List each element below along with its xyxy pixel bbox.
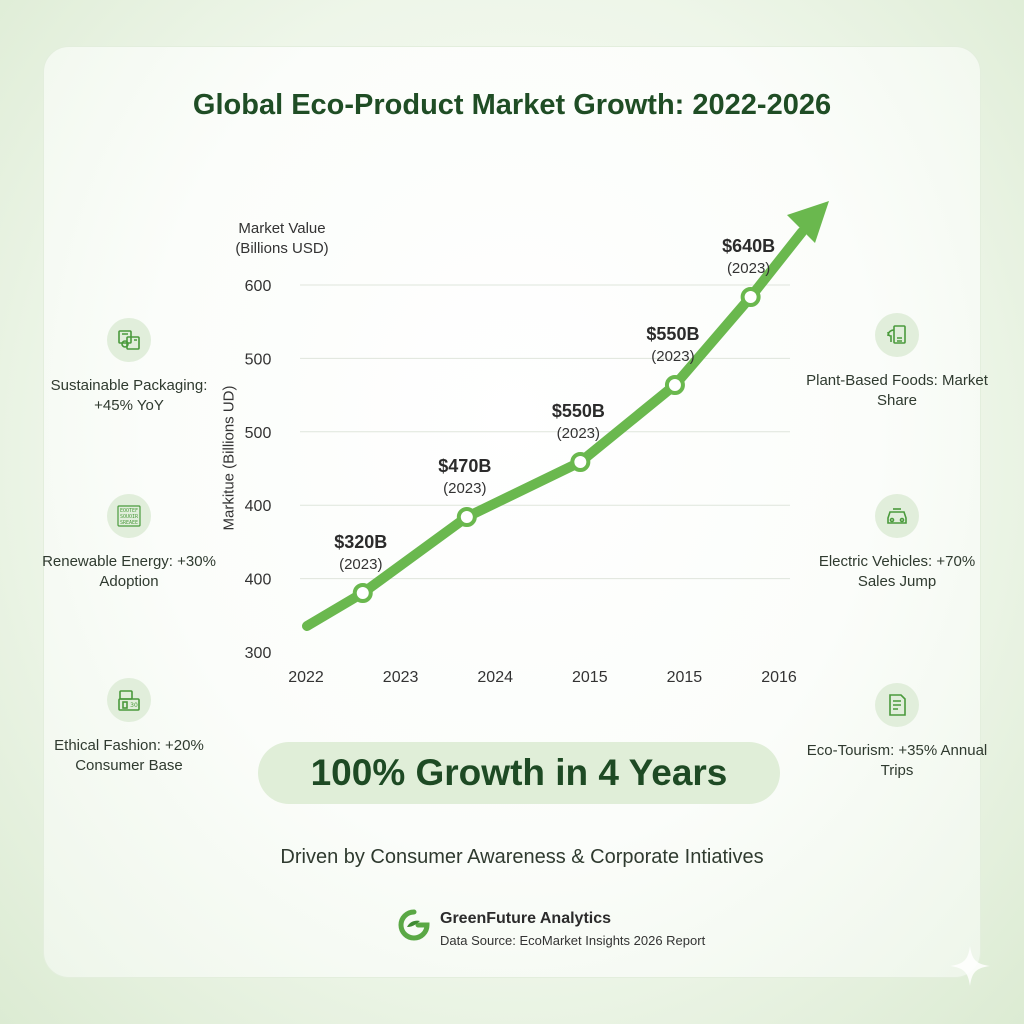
energy-icon-text-2: SOUOIR <box>120 514 139 520</box>
side-item-tourism: Eco-Tourism: +35% Annual Trips <box>802 683 992 781</box>
trend-arrowhead <box>787 201 829 243</box>
chart-title: Global Eco-Product Market Growth: 2022-2… <box>192 89 832 121</box>
side-item-energy: EOOTEF SOUOIR SREAEE Renewable Energy: +… <box>34 494 224 592</box>
side-label-vehicles: Electric Vehicles: +70% Sales Jump <box>818 553 976 590</box>
brand-name: GreenFuture Analytics <box>440 910 612 927</box>
data-label-year: (2023) <box>557 425 600 442</box>
x-tick-label: 2024 <box>477 669 513 686</box>
y-tick-label: 500 <box>245 425 272 442</box>
data-label-year: (2023) <box>339 556 382 573</box>
car-icon <box>875 494 919 538</box>
data-point <box>664 375 685 395</box>
data-point <box>570 452 591 472</box>
x-tick-label: 2016 <box>761 669 797 686</box>
data-point <box>740 287 761 307</box>
data-label-value: $470B <box>438 456 491 476</box>
y-tick-label: 600 <box>245 278 272 295</box>
infographic-card <box>43 46 981 978</box>
data-label-year: (2023) <box>443 480 486 497</box>
growth-banner: 100% Growth in 4 Years <box>258 742 780 804</box>
side-item-fashion: 30 Ethical Fashion: +20% Consumer Base <box>34 678 224 776</box>
side-item-vehicles: Electric Vehicles: +70% Sales Jump <box>802 494 992 592</box>
side-item-packaging: Sustainable Packaging: +45% YoY <box>34 318 224 416</box>
data-label-year: (2023) <box>651 348 694 365</box>
plant-food-icon <box>875 313 919 357</box>
side-label-energy: Renewable Energy: +30% Adoption <box>42 553 216 590</box>
x-tick-label: 2015 <box>667 669 703 686</box>
data-label-value: $550B <box>552 401 605 421</box>
y-tick-label: 300 <box>245 645 272 662</box>
brand-logo-icon <box>398 909 430 941</box>
sparkle-icon <box>950 946 990 986</box>
x-tick-label: 2023 <box>383 669 419 686</box>
y-tick-label: 400 <box>245 498 272 515</box>
data-label-value: $550B <box>646 324 699 344</box>
data-label-year: (2023) <box>727 260 770 277</box>
side-label-foods: Plant-Based Foods: Market Share <box>806 372 988 409</box>
data-point <box>456 507 477 527</box>
driven-by-text: Driven by Consumer Awareness & Corporate… <box>280 846 764 868</box>
fashion-icon: 30 <box>107 678 151 722</box>
data-point <box>352 583 373 603</box>
side-label-tourism: Eco-Tourism: +35% Annual Trips <box>806 742 988 779</box>
energy-icon: EOOTEF SOUOIR SREAEE <box>107 494 151 538</box>
y-tick-label: 500 <box>245 351 272 368</box>
data-label-value: $640B <box>722 236 775 256</box>
fashion-icon-text: 30 <box>130 702 138 709</box>
energy-icon-text-3: SREAEE <box>120 520 138 526</box>
side-label-fashion: Ethical Fashion: +20% Consumer Base <box>54 737 204 774</box>
y-axis-top-label: Market Value (Billions USD) <box>235 220 329 257</box>
brand-block: GreenFuture Analytics Data Source: EcoMa… <box>398 907 728 951</box>
side-item-foods: Plant-Based Foods: Market Share <box>802 313 992 411</box>
x-tick-label: 2015 <box>572 669 608 686</box>
side-label-packaging: Sustainable Packaging: +45% YoY <box>50 377 208 414</box>
data-label-value: $320B <box>334 532 387 552</box>
document-icon <box>875 683 919 727</box>
packaging-icon <box>107 318 151 362</box>
data-source: Data Source: EcoMarket Insights 2026 Rep… <box>440 933 706 948</box>
y-tick-label: 400 <box>245 572 272 589</box>
energy-icon-text-1: EOOTEF <box>120 508 138 514</box>
x-tick-label: 2022 <box>288 669 324 686</box>
